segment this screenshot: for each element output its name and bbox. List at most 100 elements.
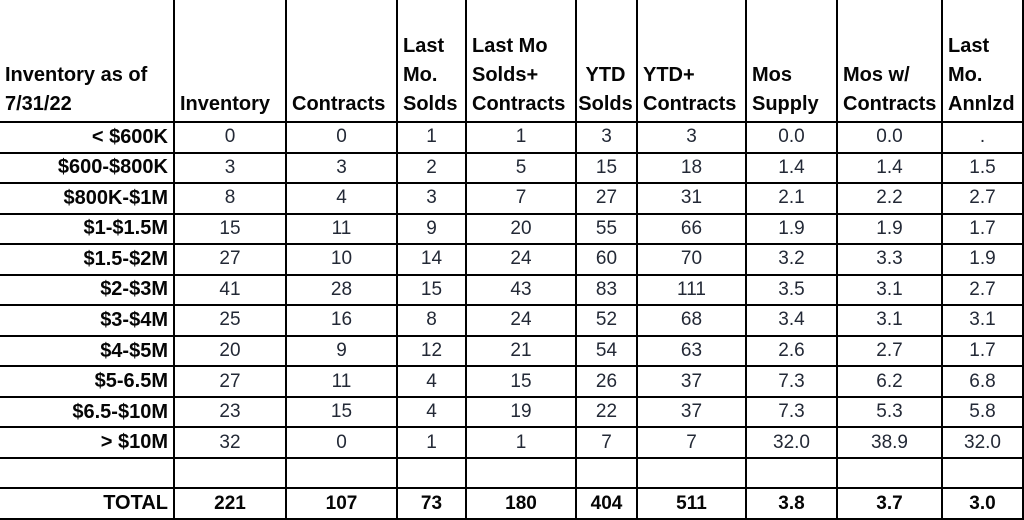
column-header-inventory: Inventory	[175, 0, 287, 123]
column-header-ytd-plus-contracts: YTD+ Contracts	[638, 0, 747, 123]
data-cell: 7.3	[747, 367, 838, 398]
data-cell: 15	[577, 153, 638, 185]
data-cell: 15	[467, 367, 577, 398]
row-label-cell: < $600K	[0, 123, 175, 154]
data-cell: 60	[577, 245, 638, 276]
data-cell: 12	[398, 336, 467, 368]
data-cell: 111	[638, 275, 747, 307]
data-cell: 8	[398, 306, 467, 337]
row-label-cell: $5-6.5M	[0, 367, 175, 398]
data-cell: 1.5	[943, 153, 1024, 185]
data-cell: 66	[638, 214, 747, 246]
row-label-cell: $4-$5M	[0, 336, 175, 368]
data-cell: 1.4	[838, 153, 943, 185]
data-cell: 3.3	[838, 245, 943, 276]
data-cell: 2.6	[747, 336, 838, 368]
column-header-mos-w-contracts: Mos w/ Contracts	[838, 0, 943, 123]
data-cell: 4	[287, 184, 398, 215]
data-cell: 14	[398, 245, 467, 276]
empty-cell	[577, 458, 638, 490]
total-cell: 73	[398, 489, 467, 520]
data-cell: 6.2	[838, 367, 943, 398]
data-cell: 3	[175, 153, 287, 185]
data-cell: 3.4	[747, 306, 838, 337]
data-cell: 25	[175, 306, 287, 337]
data-cell: 70	[638, 245, 747, 276]
data-cell: 4	[398, 397, 467, 429]
total-cell: 221	[175, 489, 287, 520]
data-cell: 7.3	[747, 397, 838, 429]
data-cell: 32	[175, 428, 287, 459]
data-cell: 32.0	[747, 428, 838, 459]
data-cell: 38.9	[838, 428, 943, 459]
empty-cell	[398, 458, 467, 490]
row-label-cell: $2-$3M	[0, 275, 175, 307]
data-cell: 52	[577, 306, 638, 337]
data-cell: 27	[175, 245, 287, 276]
row-label-cell: $800K-$1M	[0, 184, 175, 215]
row-label-cell: $1.5-$2M	[0, 245, 175, 276]
empty-cell	[838, 458, 943, 490]
total-cell: 3.0	[943, 489, 1024, 520]
data-cell: 26	[577, 367, 638, 398]
column-header-ytd-solds: YTD Solds	[577, 0, 638, 123]
data-cell: 9	[398, 214, 467, 246]
data-cell: 16	[287, 306, 398, 337]
data-cell: 1.7	[943, 336, 1024, 368]
data-cell: 3.2	[747, 245, 838, 276]
row-label-cell: $3-$4M	[0, 306, 175, 337]
data-cell: 3	[398, 184, 467, 215]
data-cell: 7	[577, 428, 638, 459]
empty-cell	[943, 458, 1024, 490]
data-cell: 27	[175, 367, 287, 398]
data-cell: 0.0	[747, 123, 838, 154]
data-cell: 3.1	[838, 306, 943, 337]
data-cell: 15	[287, 397, 398, 429]
data-cell: 37	[638, 397, 747, 429]
data-cell: 1.9	[943, 245, 1024, 276]
total-cell: 3.7	[838, 489, 943, 520]
empty-cell	[467, 458, 577, 490]
data-cell: 1.9	[838, 214, 943, 246]
row-label-cell: $600-$800K	[0, 153, 175, 185]
data-cell: 41	[175, 275, 287, 307]
data-cell: 1.9	[747, 214, 838, 246]
data-cell: 7	[638, 428, 747, 459]
empty-cell	[175, 458, 287, 490]
data-cell: 1	[467, 123, 577, 154]
total-row-label-cell: TOTAL	[0, 489, 175, 520]
data-cell: 55	[577, 214, 638, 246]
data-cell: 1	[467, 428, 577, 459]
table-corner-header: Inventory as of 7/31/22	[0, 0, 175, 123]
data-cell: 24	[467, 245, 577, 276]
data-cell: 4	[398, 367, 467, 398]
data-cell: 15	[398, 275, 467, 307]
column-header-contracts: Contracts	[287, 0, 398, 123]
data-cell: 19	[467, 397, 577, 429]
data-cell: 63	[638, 336, 747, 368]
total-cell: 3.8	[747, 489, 838, 520]
column-header-last-mo-annlzd: Last Mo. Annlzd	[943, 0, 1024, 123]
data-cell: 0	[175, 123, 287, 154]
data-cell: 2.7	[943, 275, 1024, 307]
data-cell: 1.7	[943, 214, 1024, 246]
data-cell: 5.8	[943, 397, 1024, 429]
data-cell: 43	[467, 275, 577, 307]
data-cell: 2.1	[747, 184, 838, 215]
total-cell: 404	[577, 489, 638, 520]
data-cell: 2.7	[838, 336, 943, 368]
empty-row-label-cell	[0, 458, 175, 490]
data-cell: 7	[467, 184, 577, 215]
data-cell: 31	[638, 184, 747, 215]
data-cell: 15	[175, 214, 287, 246]
data-cell: 1	[398, 123, 467, 154]
column-header-last-mo-solds-plus-contracts: Last Mo Solds+ Contracts	[467, 0, 577, 123]
row-label-cell: > $10M	[0, 428, 175, 459]
data-cell: 2.7	[943, 184, 1024, 215]
row-label-cell: $6.5-$10M	[0, 397, 175, 429]
data-cell: 20	[175, 336, 287, 368]
column-header-last-mo-solds: Last Mo. Solds	[398, 0, 467, 123]
data-cell: 11	[287, 214, 398, 246]
data-cell: 3	[638, 123, 747, 154]
